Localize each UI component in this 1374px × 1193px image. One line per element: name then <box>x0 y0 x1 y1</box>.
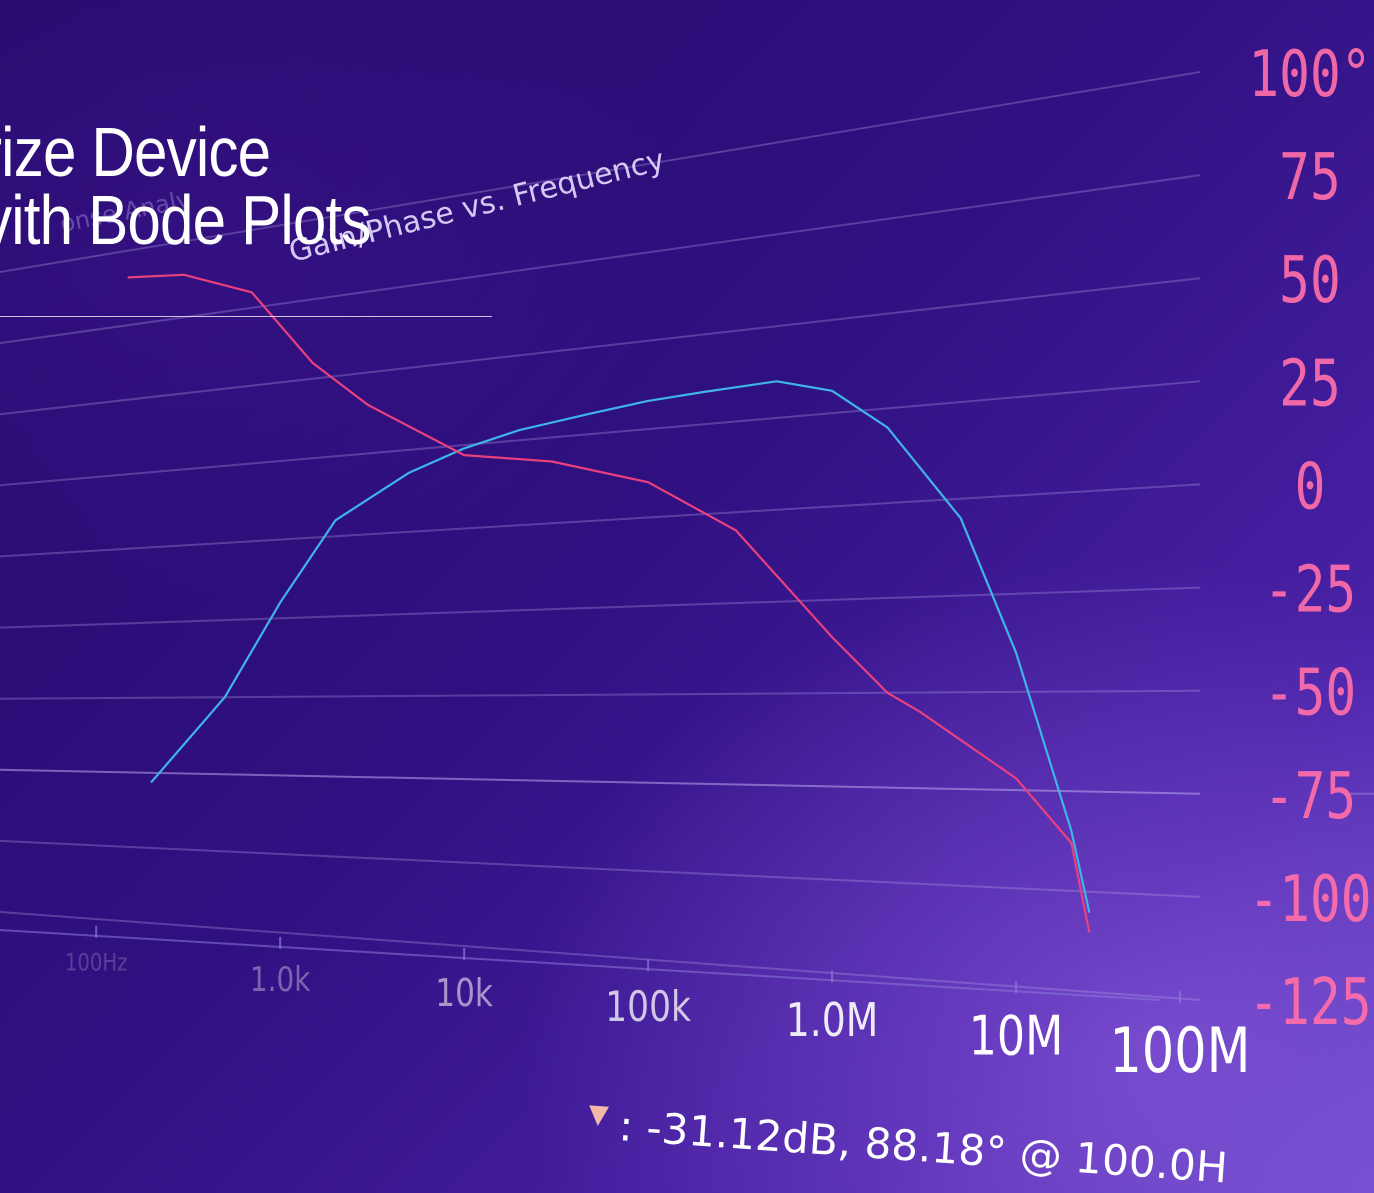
headline-line-2: vith Bode Plots <box>0 181 372 259</box>
x-tick-label: 10k <box>435 972 493 1016</box>
series-lines <box>127 273 1091 933</box>
grid-line <box>0 174 1201 345</box>
x-tick-label: 10M <box>969 1004 1064 1067</box>
grid-lines <box>0 71 1374 1001</box>
y-tick-label: 25 <box>1279 346 1341 421</box>
x-tick-label: 1.0k <box>250 961 310 1000</box>
readout-group: ▼ : -31.12dB, 88.18° @ 100.0H <box>588 1099 1230 1192</box>
headline-divider <box>0 316 492 317</box>
marker-triangle-icon: ▼ <box>588 1099 610 1130</box>
y-tick-label: -25 <box>1264 552 1356 627</box>
y-tick-label: -75 <box>1264 758 1356 833</box>
grid-line <box>0 911 1201 1001</box>
frequency-axis-line <box>0 929 1161 1001</box>
grid-line <box>0 768 1201 795</box>
y-tick-label: 0 <box>1295 449 1326 524</box>
y-tick-label: -100 <box>1248 861 1371 936</box>
marker-readout: : -31.12dB, 88.18° @ 100.0H <box>617 1101 1229 1192</box>
grid-line <box>0 483 1201 558</box>
x-tick-label: 100M <box>1110 1015 1251 1087</box>
grid-line <box>0 586 1201 629</box>
y-tick-label: 75 <box>1279 139 1341 214</box>
x-tick-label: 1.0M <box>786 993 879 1047</box>
x-tick-label: 100Hz <box>65 950 128 977</box>
y-axis-ticks: 100° 75 50 25 0 -25 -50 -75 -100 -125 <box>1248 36 1371 1039</box>
y-tick-label: -125 <box>1248 964 1371 1039</box>
headline-line-1: rize Device <box>0 113 271 191</box>
headline: rize Device vith Bode Plots <box>0 113 372 259</box>
y-tick-label: 50 <box>1279 243 1341 318</box>
y-tick-label: -50 <box>1264 655 1356 730</box>
grid-line <box>0 71 1201 273</box>
y-tick-label: 100° <box>1248 36 1371 111</box>
grid-line <box>0 380 1201 487</box>
series-phase-line <box>127 273 1091 933</box>
grid-line <box>0 689 1201 700</box>
series-gain-line <box>150 380 1091 913</box>
grid-line <box>0 839 1201 898</box>
grid-line <box>0 277 1201 416</box>
x-tick-label: 100k <box>605 983 691 1032</box>
frequency-axis: 100Hz 1.0k 10k 100k 1.0M 10M 100M <box>0 925 1251 1087</box>
